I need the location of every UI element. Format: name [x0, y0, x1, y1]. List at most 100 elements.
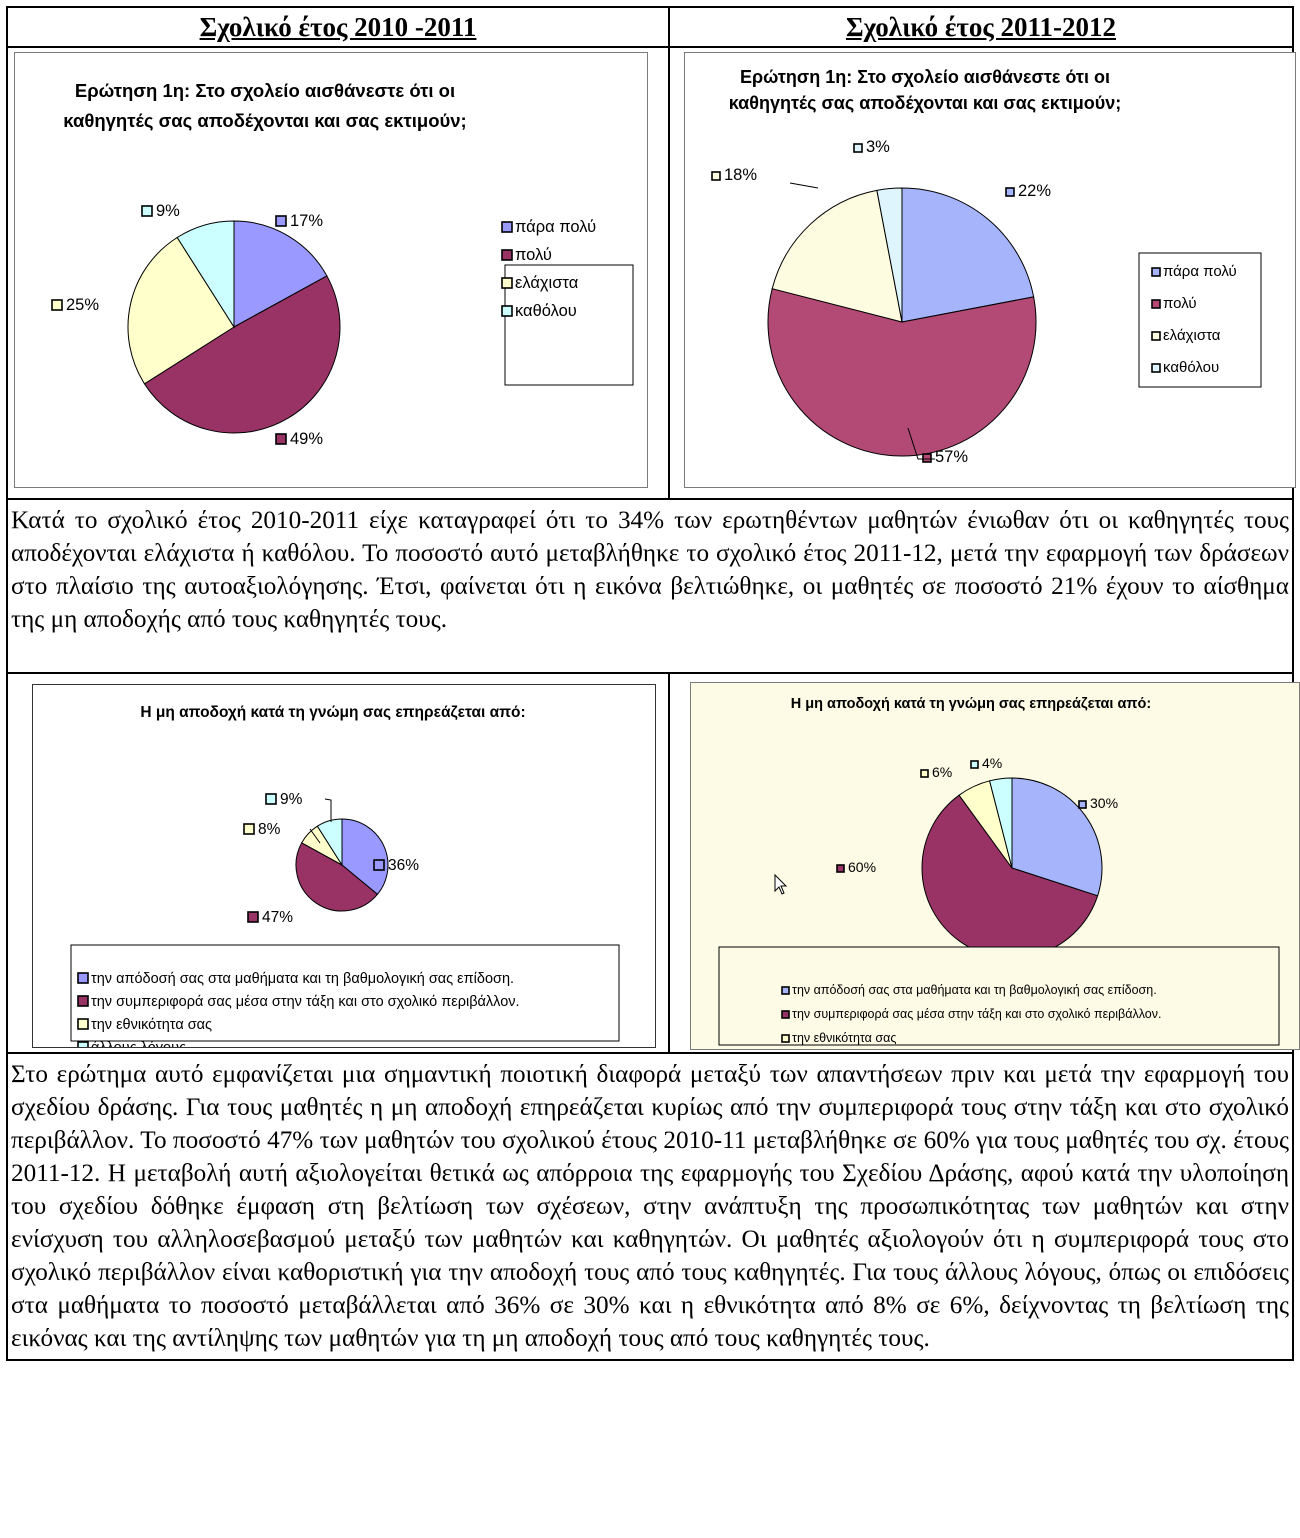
c4-slice-0 [1011, 777, 1103, 897]
c2-legend-item-3: καθόλου [1163, 359, 1219, 376]
c2-legend-swatch-2 [1151, 331, 1161, 341]
paragraph-1: Κατά το σχολικό έτος 2010-2011 είχε κατα… [11, 507, 1289, 633]
chart-2-frame: Ερώτηση 1η: Στο σχολείο αισθάνεστε ότι ο… [684, 52, 1296, 488]
c1-legend-item-3: καθόλου [515, 302, 577, 320]
c2-slice-1 [767, 288, 1037, 457]
c4-legend-item-2: την εθνικότητα σας [792, 1031, 896, 1045]
c1-slice-2 [127, 236, 235, 385]
chart-1-frame: Ερώτηση 1η: Στο σχολείο αισθάνεστε ότι ο… [14, 52, 648, 488]
paragraph-2: Στο ερώτημα αυτό εμφανίζεται μια σημαντι… [11, 1061, 1289, 1352]
cell-chart-1: Ερώτηση 1η: Στο σχολείο αισθάνεστε ότι ο… [6, 46, 670, 500]
c2-leader-line-0 [789, 182, 819, 189]
chart-1-legend-box [504, 264, 634, 386]
mouse-cursor-icon [774, 873, 788, 895]
c2-label-swatch-0 [1005, 187, 1015, 197]
paragraph-1-cell: Κατά το σχολικό έτος 2010-2011 είχε κατα… [6, 498, 1294, 674]
c3-slice-3 [316, 818, 343, 867]
c1-legend-item-0: πάρα πολύ [515, 218, 596, 236]
c1-label-swatch-1 [275, 433, 287, 445]
chart-row-2: Η μη αποδοχή κατά τη γνώμη σας επηρεάζετ… [6, 672, 1300, 1069]
c3-slice-1 [295, 842, 379, 912]
c3-legend-swatch-0 [77, 972, 89, 984]
cell-chart-3: Η μη αποδοχή κατά τη γνώμη σας επηρεάζετ… [6, 672, 670, 1056]
chart-4-legend-box [718, 946, 1280, 1046]
chart-1-title-line2: καθηγητές σας αποδέχονται και σας εκτιμο… [63, 110, 466, 131]
c1-slice-3 [176, 220, 235, 329]
c2-legend-swatch-0 [1151, 267, 1161, 277]
c2-slice-2 [771, 189, 903, 323]
chart-4-frame: Η μη αποδοχή κατά τη γνώμη σας επηρεάζετ… [690, 682, 1300, 1069]
c3-legend-item-0: την απόδοσή σας στα μαθήματα και τη βαθμ… [91, 971, 514, 987]
c4-data-label-2: 6% [932, 764, 952, 780]
c4-label-swatch-1 [836, 864, 845, 873]
c2-legend-item-2: ελάχιστα [1163, 327, 1221, 344]
c2-label-swatch-1 [922, 453, 932, 463]
c1-label-swatch-2 [51, 299, 63, 311]
chart-3-frame: Η μη αποδοχή κατά τη γνώμη σας επηρεάζετ… [32, 684, 656, 1056]
c1-label-swatch-0 [275, 215, 287, 227]
c4-label-swatch-2 [920, 769, 929, 778]
c3-legend-item-3: άλλους λόγους [91, 1040, 186, 1047]
c2-data-label-1: 57% [935, 448, 968, 466]
c2-data-label-3: 3% [866, 138, 890, 156]
header-row: Σχολικό έτος 2010 -2011 Σχολικό έτος 201… [6, 6, 1294, 48]
text-row-2: Στο ερώτημα αυτό εμφανίζεται μια σημαντι… [6, 1052, 1294, 1361]
c2-legend-item-1: πολύ [1163, 295, 1197, 312]
c1-legend-swatch-3 [501, 305, 513, 317]
c4-slice-3 [989, 777, 1013, 869]
chart-2-title-line2: καθηγητές σας αποδέχονται και σας εκτιμο… [729, 93, 1122, 113]
chart-1-title-line1: Ερώτηση 1η: Στο σχολείο αισθάνεστε ότι ο… [75, 80, 455, 101]
c1-label-swatch-3 [141, 205, 153, 217]
c3-leader-line-1 [324, 798, 332, 822]
comparison-table: Σχολικό έτος 2010 -2011 Σχολικό έτος 201… [6, 6, 1300, 1361]
header-right: Σχολικό έτος 2011-2012 [668, 6, 1294, 48]
c3-data-label-2: 8% [258, 821, 281, 838]
c4-slice-1 [921, 794, 1099, 959]
chart-1-pie: Ερώτηση 1η: Στο σχολείο αισθάνεστε ότι ο… [51, 80, 634, 448]
c2-label-swatch-2 [711, 171, 721, 181]
c3-slice-0 [341, 818, 389, 896]
c1-legend-item-1: πολύ [515, 246, 552, 264]
c4-legend-item-0: την απόδοσή σας στα μαθήματα και τη βαθμ… [792, 983, 1157, 997]
c2-data-label-0: 22% [1018, 182, 1051, 200]
c3-data-label-1: 47% [262, 909, 293, 926]
c4-label-swatch-3 [970, 760, 979, 769]
c1-legend-swatch-2 [501, 277, 513, 289]
c2-label-swatch-3 [853, 143, 863, 153]
c3-label-swatch-3 [265, 793, 277, 805]
c2-slice-3 [876, 187, 903, 323]
c2-legend-swatch-1 [1151, 299, 1161, 309]
c2-legend-item-0: πάρα πολύ [1163, 263, 1237, 280]
c3-label-swatch-1 [247, 911, 259, 923]
cell-chart-2: Ερώτηση 1η: Στο σχολείο αισθάνεστε ότι ο… [668, 46, 1296, 500]
chart-row-1: Ερώτηση 1η: Στο σχολείο αισθάνεστε ότι ο… [6, 46, 1296, 500]
header-left: Σχολικό έτος 2010 -2011 [6, 6, 670, 48]
c2-slice-0 [901, 187, 1035, 323]
chart-2-title-line1: Ερώτηση 1η: Στο σχολείο αισθάνεστε ότι ο… [740, 67, 1110, 87]
c4-legend-item-1: την συμπεριφορά σας μέσα στην τάξη και σ… [792, 1007, 1161, 1021]
c3-label-swatch-2 [243, 823, 255, 835]
text-row-1: Κατά το σχολικό έτος 2010-2011 είχε κατα… [6, 498, 1294, 674]
chart-2-pie: Ερώτηση 1η: Στο σχολείο αισθάνεστε ότι ο… [711, 67, 1262, 466]
c4-label-swatch-0 [1078, 800, 1087, 809]
c1-data-label-3: 9% [156, 202, 180, 220]
c4-data-label-1: 60% [848, 859, 876, 875]
c3-data-label-0: 36% [388, 857, 419, 874]
cell-chart-4: Η μη αποδοχή κατά τη γνώμη σας επηρεάζετ… [668, 672, 1300, 1069]
c1-slice-0 [233, 220, 328, 328]
chart-4-title: Η μη αποδοχή κατά τη γνώμη σας επηρεάζετ… [791, 696, 1151, 712]
c3-legend-swatch-1 [77, 995, 89, 1007]
c2-leader-line-1 [907, 427, 935, 460]
c3-label-swatch-0 [373, 859, 385, 871]
chart-3-title: Η μη αποδοχή κατά τη γνώμη σας επηρεάζετ… [140, 704, 525, 721]
c4-legend-swatch-1 [781, 1010, 790, 1019]
c1-legend-swatch-1 [501, 249, 513, 261]
chart-3-legend-box [70, 944, 620, 1042]
c3-legend-swatch-3 [77, 1041, 89, 1053]
chart-4-pie: Η μη αποδοχή κατά τη γνώμη σας επηρεάζετ… [718, 696, 1280, 1069]
c2-legend-swatch-3 [1151, 363, 1161, 373]
c3-legend-swatch-2 [77, 1018, 89, 1030]
c1-data-label-1: 49% [290, 430, 323, 448]
c1-legend-item-2: ελάχιστα [515, 274, 579, 292]
c4-data-label-0: 30% [1090, 795, 1118, 811]
